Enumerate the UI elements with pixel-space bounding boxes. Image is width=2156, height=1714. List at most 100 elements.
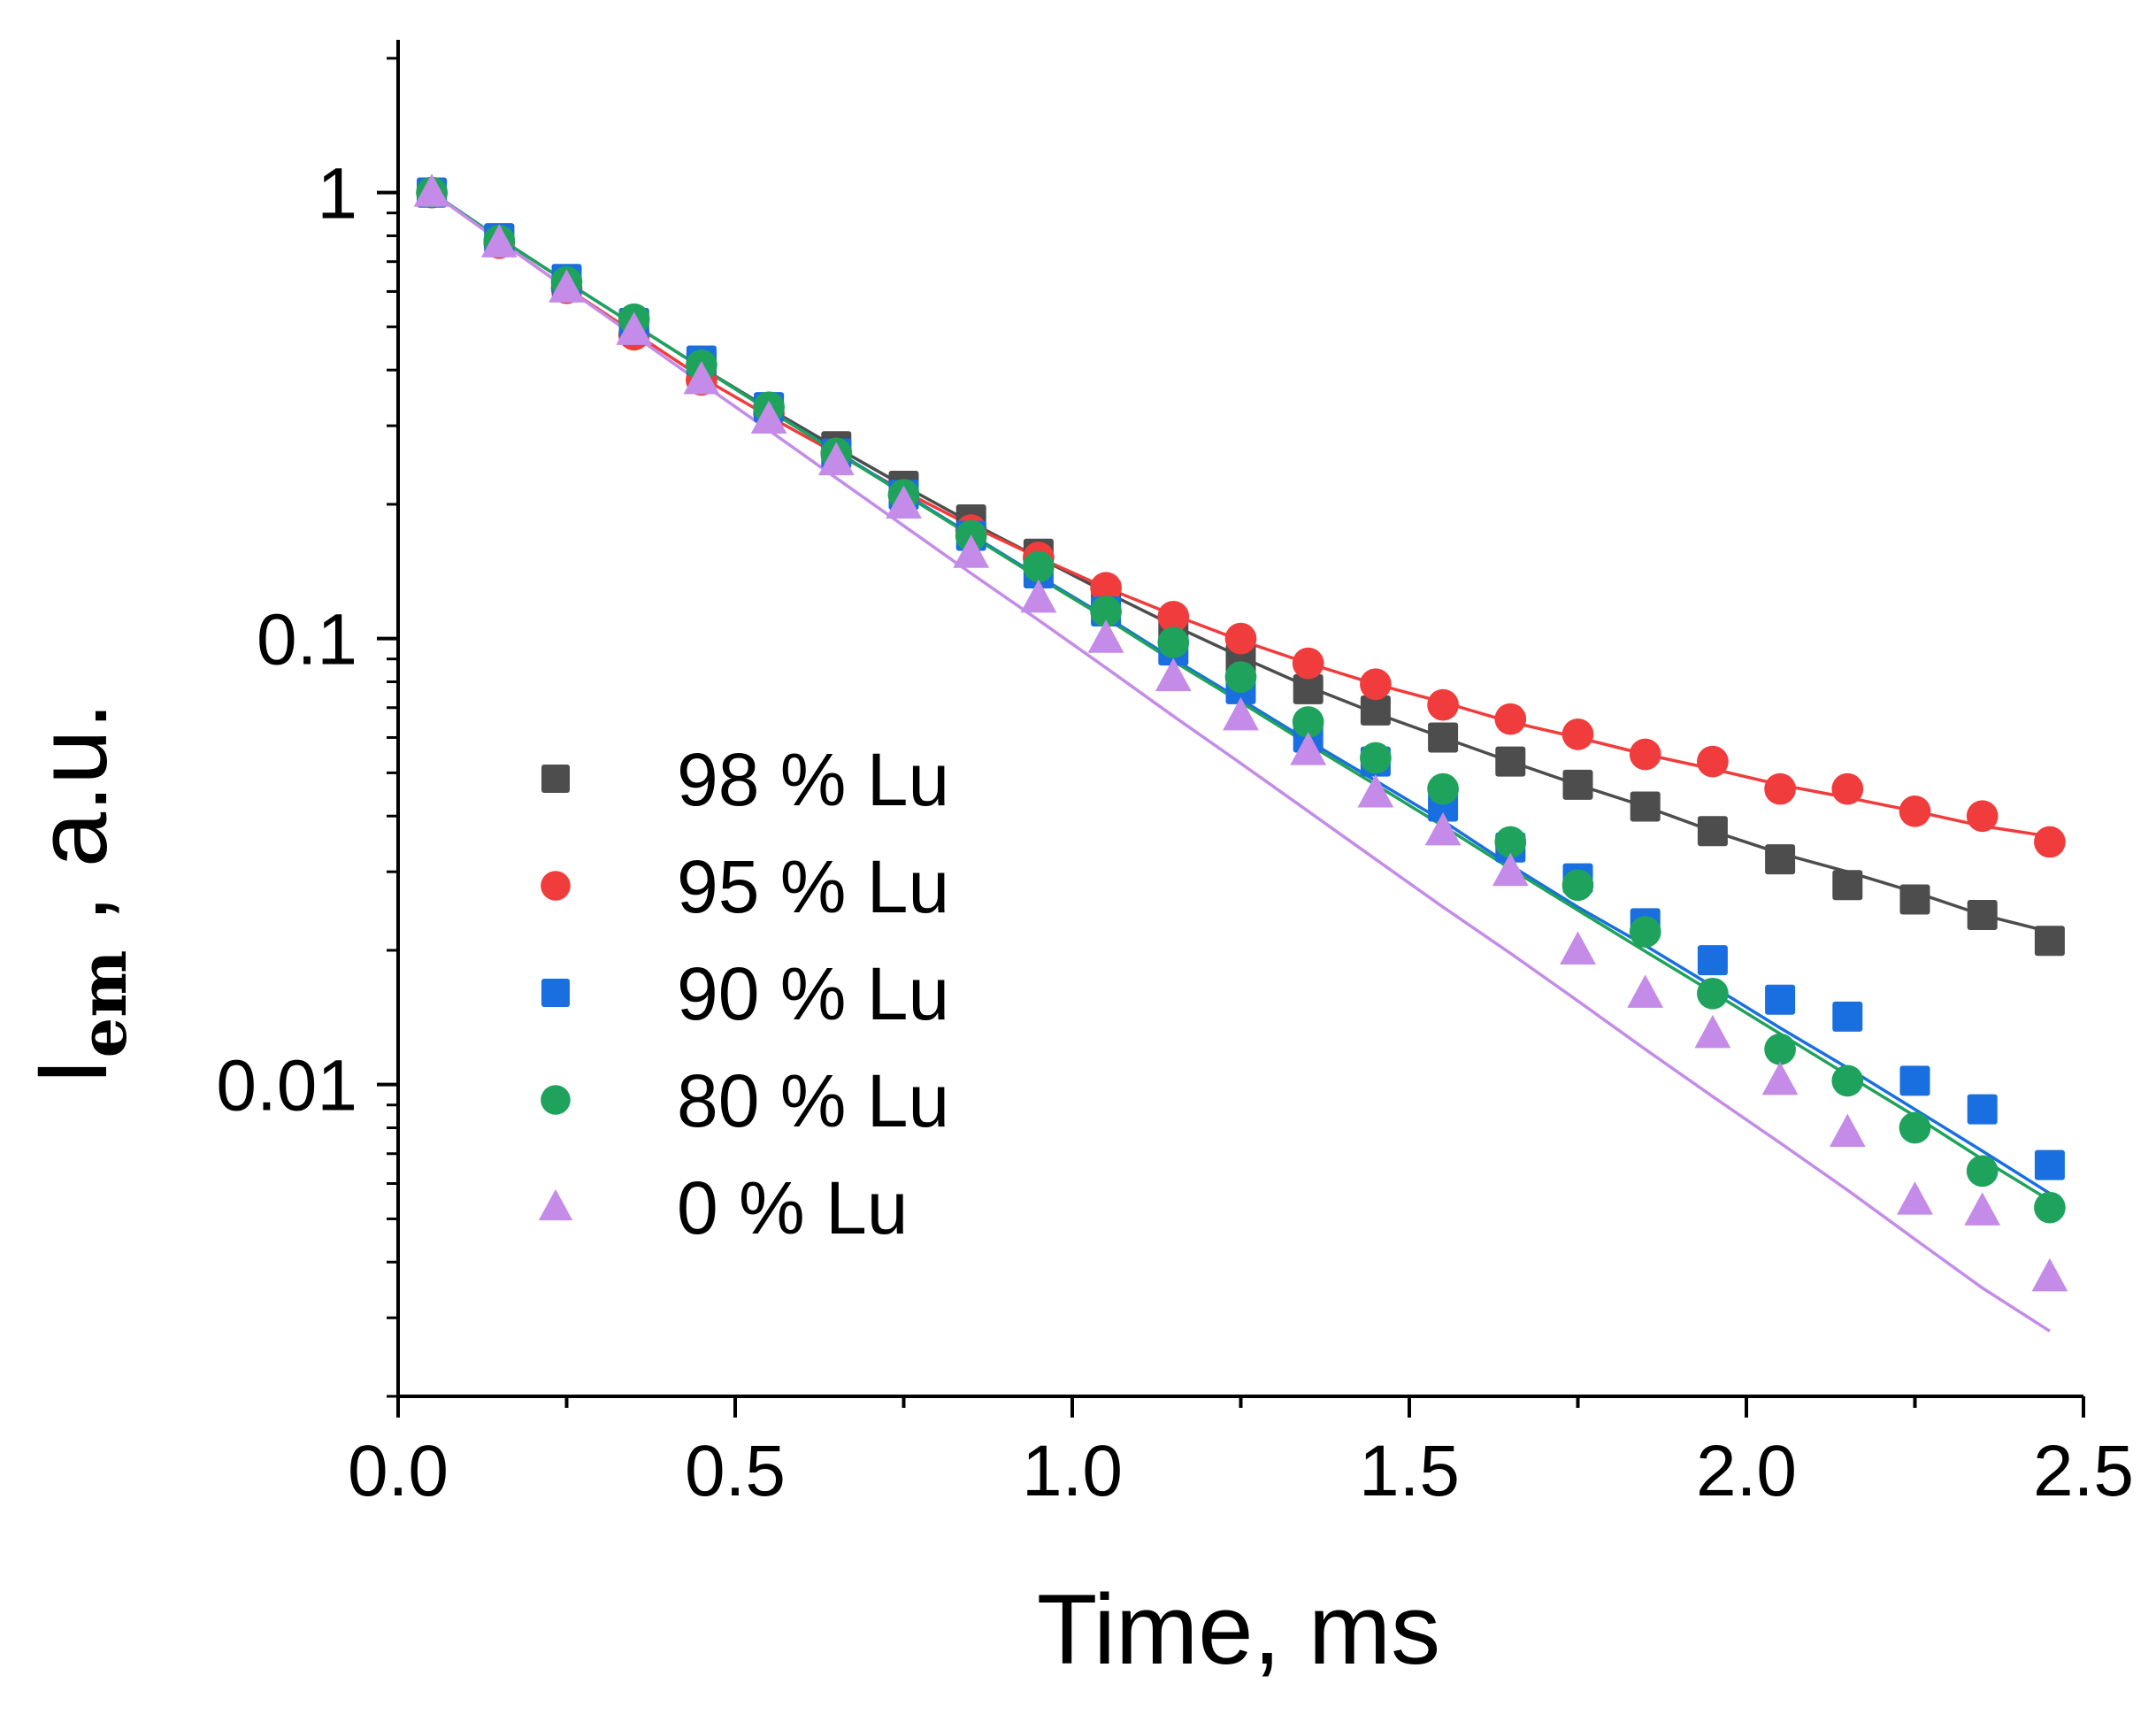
data-point-0-lu-3 [616,311,653,345]
data-point-0-lu-11 [1155,657,1192,692]
data-point-95-lu-13 [1292,647,1324,680]
data-point-0-lu-22 [1897,1181,1933,1215]
data-point-0-lu-5 [750,400,787,434]
legend-label-98-lu: 98 % Lu [677,738,949,821]
data-point-95-lu-10 [1090,572,1122,604]
y-axis-title-main: I [17,1058,127,1086]
data-point-80-lu-19 [1697,977,1729,1010]
data-point-98-lu-14 [1360,695,1391,726]
y-axis-title-suffix: , a.u. [17,702,127,949]
data-point-98-lu-21 [1832,870,1863,901]
data-point-0-lu-18 [1627,974,1664,1008]
series-95-lu [416,176,2066,858]
series-0-lu [413,173,2068,1292]
data-point-98-lu-13 [1293,673,1324,704]
data-point-90-lu-19 [1697,945,1728,976]
data-point-95-lu-11 [1157,600,1190,633]
x-tick-label-1: 0.5 [685,1431,786,1511]
data-point-98-lu-19 [1697,816,1728,847]
data-point-80-lu-21 [1831,1065,1864,1097]
data-point-0-lu-6 [817,442,855,476]
data-point-80-lu-15 [1427,772,1459,805]
data-point-80-lu-13 [1292,706,1324,738]
data-point-0-lu-15 [1424,811,1462,846]
data-point-90-lu-20 [1765,984,1796,1015]
data-point-0-lu-20 [1761,1061,1799,1095]
fit-line-98-lu [431,191,2051,934]
data-point-80-lu-9 [1023,550,1055,583]
data-point-98-lu-23 [1967,900,1998,931]
data-point-95-lu-12 [1224,622,1257,655]
y-tick-label-2: 1 [317,154,357,234]
data-point-95-lu-14 [1360,668,1392,701]
legend-label-0-lu: 0 % Lu [677,1166,909,1249]
x-tick-label-0: 0.0 [348,1431,449,1511]
data-points [413,173,2068,1292]
fit-line-0-lu [431,191,2051,1333]
x-tick-label-3: 1.5 [1359,1431,1460,1511]
data-point-0-lu-23 [1964,1192,2001,1226]
fit-line-95-lu [431,191,2051,839]
legend-item-80-lu: 80 % Lu [541,1059,949,1142]
data-point-95-lu-19 [1697,745,1729,778]
data-point-0-lu-2 [549,269,585,303]
data-point-98-lu-18 [1630,791,1661,822]
data-point-98-lu-24 [2034,926,2065,957]
data-point-95-lu-21 [1831,772,1864,805]
data-point-98-lu-17 [1562,769,1593,800]
x-tick-label-2: 1.0 [1022,1431,1123,1511]
y-tick-label-1: 0.1 [257,600,357,680]
x-tick-label-4: 2.0 [1696,1431,1797,1511]
data-point-95-lu-22 [1899,795,1931,827]
data-point-0-lu-4 [683,360,720,395]
data-point-95-lu-18 [1629,738,1661,771]
data-point-0-lu-7 [886,485,922,519]
legend: 98 % Lu 95 % Lu 90 % Lu 80 % Lu 0 % Lu [538,738,949,1249]
data-point-95-lu-24 [2034,826,2066,858]
data-point-0-lu-16 [1492,852,1529,887]
data-point-80-lu-16 [1494,826,1527,858]
data-point-80-lu-11 [1157,626,1190,658]
data-point-98-lu-20 [1765,844,1796,875]
data-point-98-lu-15 [1428,722,1459,753]
data-point-95-lu-15 [1427,688,1459,721]
data-point-0-lu-13 [1290,732,1327,765]
data-point-80-lu-10 [1090,596,1122,627]
data-point-80-lu-18 [1629,916,1661,948]
data-point-90-lu-24 [2034,1149,2065,1180]
legend-marker-0-lu [538,1188,573,1221]
x-axis-title: Time, ms [1037,1574,1440,1685]
data-point-95-lu-16 [1494,703,1527,735]
data-point-90-lu-22 [1899,1065,1930,1096]
legend-label-80-lu: 80 % Lu [677,1059,949,1142]
data-point-80-lu-12 [1224,661,1257,693]
series-98-lu [417,177,2065,957]
data-point-0-lu-24 [2031,1257,2068,1292]
data-point-0-lu-21 [1829,1113,1866,1148]
y-axis-title: Iem , a.u. [17,702,141,1085]
data-point-0-lu-10 [1087,619,1124,653]
fit-lines [431,191,2051,1333]
x-tick-label-5: 2.5 [2033,1431,2134,1511]
legend-marker-80-lu [541,1085,571,1115]
legend-marker-95-lu [541,871,571,901]
y-axis-title-subscript: em [65,950,141,1058]
legend-item-98-lu: 98 % Lu [541,738,949,821]
data-point-98-lu-16 [1495,746,1526,777]
data-point-95-lu-20 [1764,772,1796,805]
axes: 0.0 0.5 1.0 1.5 2.0 2.5 0.01 0.1 1 [216,40,2134,1511]
data-point-0-lu-0 [413,173,450,207]
data-point-90-lu-21 [1832,1001,1863,1032]
data-point-0-lu-9 [1020,579,1057,613]
data-point-80-lu-14 [1360,742,1392,774]
data-point-80-lu-22 [1899,1111,1931,1144]
data-point-80-lu-23 [1966,1155,1999,1188]
legend-marker-98-lu [541,765,570,793]
legend-marker-90-lu [541,979,570,1007]
data-point-0-lu-19 [1694,1014,1731,1049]
data-point-0-lu-8 [953,534,990,568]
data-point-95-lu-23 [1966,800,1999,833]
data-point-80-lu-17 [1561,869,1594,902]
